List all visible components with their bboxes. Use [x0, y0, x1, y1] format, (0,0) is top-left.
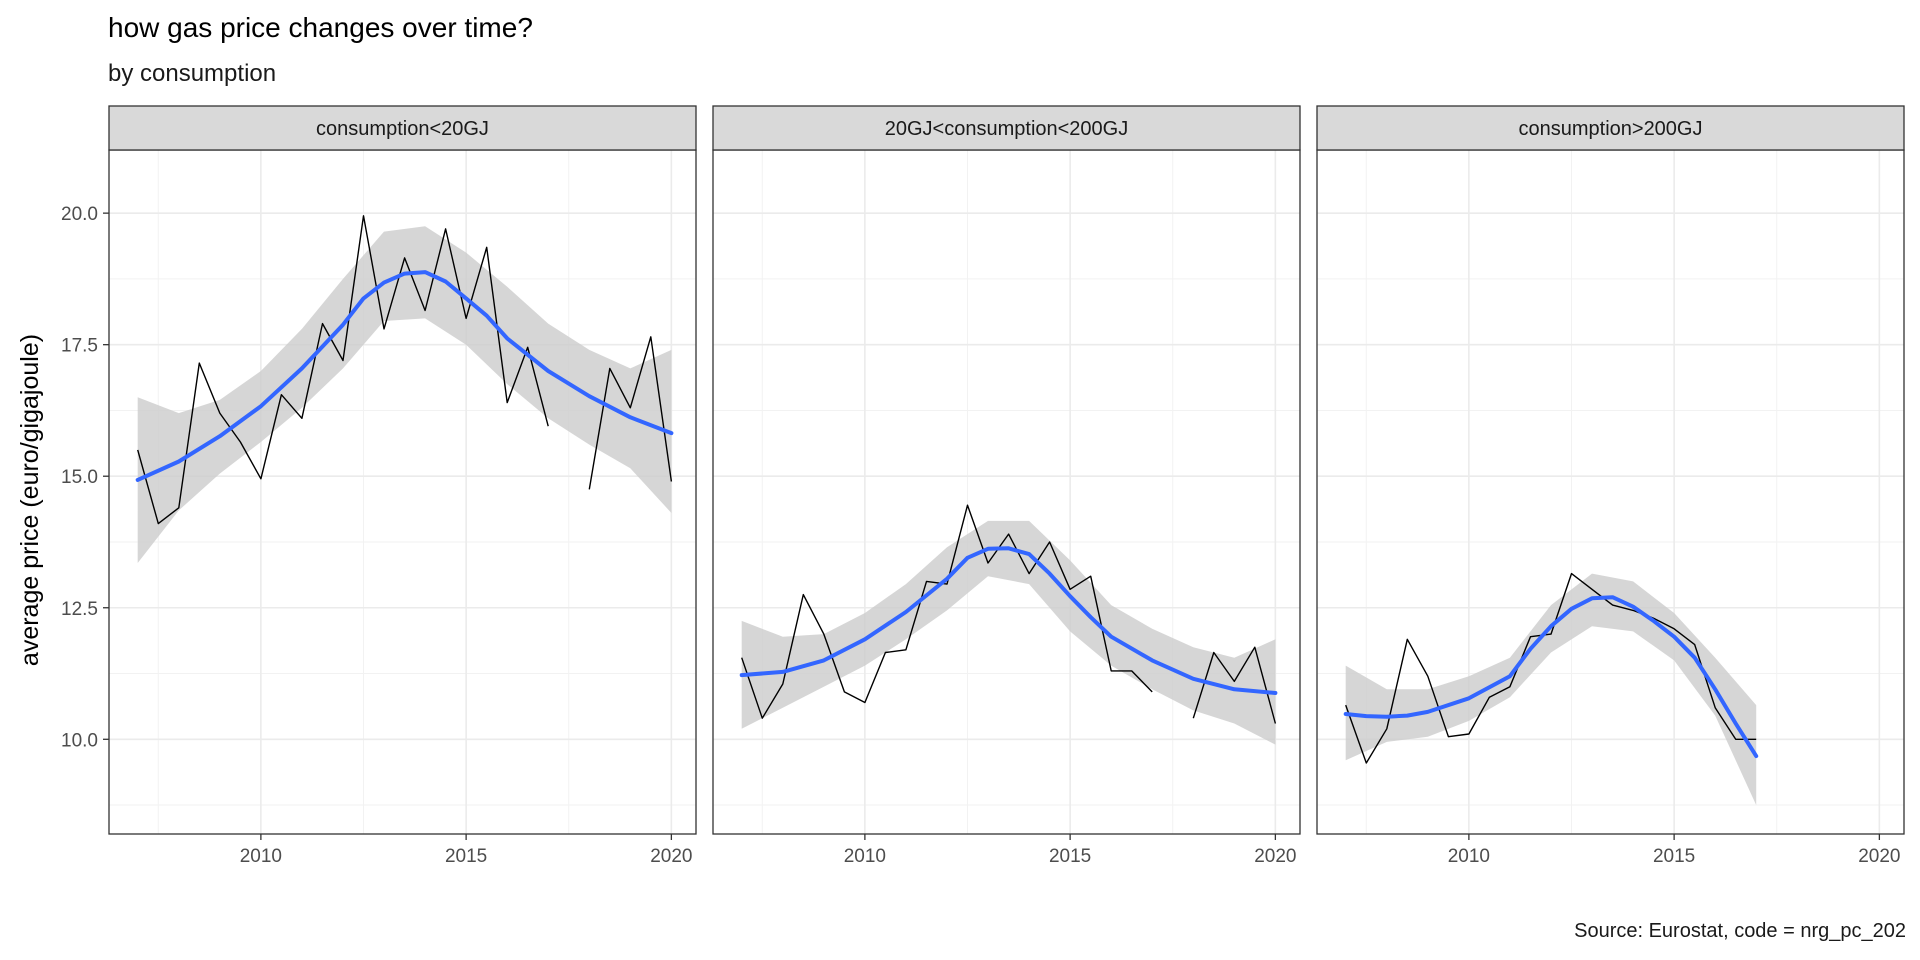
smooth-trend-line [739, 546, 1278, 695]
panel-background [713, 150, 1300, 834]
observed-line [588, 336, 673, 490]
facet-strip-label: 20GJ<consumption<200GJ [885, 118, 1129, 140]
facet-strip [1316, 105, 1905, 151]
facet-strip [108, 105, 697, 151]
x-tick-label: 2020 [650, 846, 692, 867]
y-tick-label: 15.0 [61, 467, 98, 488]
facet-strip-label: consumption>200GJ [1518, 118, 1702, 140]
x-tick-label: 2010 [844, 846, 886, 867]
x-tick-label: 2020 [1254, 846, 1296, 867]
facet-strip-label: consumption<20GJ [316, 118, 489, 140]
y-tick-label: 17.5 [61, 336, 98, 357]
chart-title: how gas price changes over time? [108, 12, 533, 43]
y-tick-label: 10.0 [61, 730, 98, 751]
smooth-trend-line [1343, 595, 1759, 759]
chart-subtitle: by consumption [108, 60, 277, 87]
panel-2: 20GJ<consumption<200GJ 2010 2015 2020 [712, 105, 1301, 867]
y-axis-label: average price (euro/gigajoule) [16, 334, 44, 666]
x-tick-label: 2010 [1448, 846, 1490, 867]
observed-line [137, 215, 549, 525]
chart-caption: Source: Eurostat, code = nrg_pc_202 [1574, 920, 1906, 942]
smooth-trend-line [135, 270, 674, 482]
confidence-ribbon [741, 520, 1276, 745]
y-tick-label: 12.5 [61, 599, 98, 620]
observed-line [1192, 646, 1277, 724]
observed-line [741, 504, 1153, 719]
observed-line [1345, 572, 1757, 764]
x-tick-label: 2015 [445, 846, 487, 867]
confidence-ribbon [137, 226, 672, 564]
x-tick-label: 2020 [1858, 846, 1900, 867]
panels: consumption<20GJ 2010 2015 2020 10.0 12.5 15.0… [61, 105, 1905, 867]
x-tick-label: 2015 [1653, 846, 1695, 867]
x-tick-label: 2010 [240, 846, 282, 867]
panel-3: consumption>200GJ 2010 2015 2020 [1316, 105, 1905, 867]
panel-1: consumption<20GJ 2010 2015 2020 10.0 12.5 15.0… [61, 105, 697, 867]
confidence-ribbon [1345, 573, 1757, 806]
y-tick-label: 20.0 [61, 204, 98, 225]
x-tick-label: 2015 [1049, 846, 1091, 867]
facet-strip [712, 105, 1301, 151]
